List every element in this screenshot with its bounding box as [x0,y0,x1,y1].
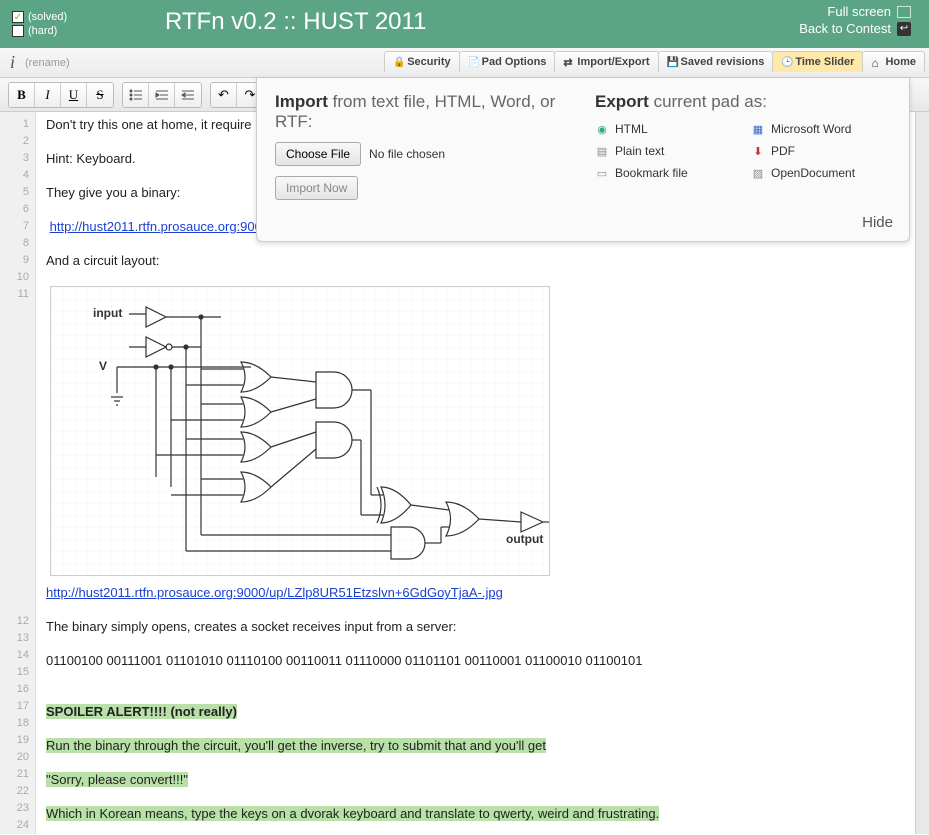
text-icon: ▤ [595,144,609,158]
text-line: "Sorry, please convert!!!" [46,772,188,787]
tab-import-export[interactable]: Import/Export [554,51,658,72]
app-title: RTFn v0.2 :: HUST 2011 [165,8,426,36]
scrollbar[interactable] [915,112,929,834]
indent-icon [155,89,169,101]
tab-pad-options[interactable]: Pad Options [459,51,556,72]
choose-file-button[interactable]: Choose File [275,142,361,166]
tab-saved-revisions[interactable]: Saved revisions [658,51,774,72]
header-right: Full screen Back to Contest ↩ [799,4,911,38]
import-panel: Import from text file, HTML, Word, or RT… [275,92,571,200]
tab-time-slider[interactable]: Time Slider [772,51,863,72]
pad-letter: i [0,52,25,73]
rename-link[interactable]: (rename) [25,57,70,69]
import-export-icon [563,56,574,68]
svg-text:V: V [99,359,107,373]
topbar: i (rename) Security Pad Options Import/E… [0,48,929,78]
text-line: Which in Korean means, type the keys on … [46,806,659,821]
bold-button[interactable]: B [9,83,35,107]
clock-icon [781,56,792,68]
import-now-button[interactable]: Import Now [275,176,358,200]
fullscreen-icon [897,6,911,18]
image-link[interactable]: http://hust2011.rtfn.prosauce.org:9000/u… [46,585,503,600]
solved-label: (solved) [28,11,67,23]
solved-checkbox[interactable]: ✓ [12,11,24,23]
indent-button[interactable] [149,83,175,107]
line-gutter: 1234567891011 12131415161718192021222324 [0,112,36,834]
svg-text:output: output [506,532,543,546]
home-icon [871,56,882,68]
tabs: Security Pad Options Import/Export Saved… [385,51,925,72]
text-line: 01100100 00111001 01101010 01110100 0011… [46,652,905,669]
undo-button[interactable]: ↶ [211,83,237,107]
page-icon [468,56,479,68]
import-export-popup: Import from text file, HTML, Word, or RT… [256,78,910,242]
pdf-icon: ⬇ [751,144,765,158]
export-html[interactable]: ◉HTML [595,122,735,136]
svg-text:input: input [93,306,122,320]
export-plain[interactable]: ▤Plain text [595,144,735,158]
back-icon: ↩ [897,22,911,36]
tab-security[interactable]: Security [384,51,459,72]
header-status: ✓ (solved) (hard) [0,11,67,37]
hard-checkbox[interactable] [12,25,24,37]
export-odt[interactable]: ▨OpenDocument [751,166,891,180]
bookmark-icon: ▭ [595,166,609,180]
lock-icon [393,56,404,68]
word-icon: ▦ [751,122,765,136]
list-button[interactable] [123,83,149,107]
fullscreen-link[interactable]: Full screen [799,4,911,19]
text-line: And a circuit layout: [46,252,905,269]
text-line: The binary simply opens, creates a socke… [46,618,905,635]
odt-icon: ▨ [751,166,765,180]
underline-button[interactable]: U [61,83,87,107]
back-link[interactable]: Back to Contest ↩ [799,21,911,36]
strike-button[interactable]: S [87,83,113,107]
text-line: Run the binary through the circuit, you'… [46,738,546,753]
outdent-icon [181,89,195,101]
list-icon [129,89,143,101]
export-panel: Export current pad as: ◉HTML ▦Microsoft … [595,92,891,200]
no-file-label: No file chosen [369,147,445,161]
app-header: ✓ (solved) (hard) RTFn v0.2 :: HUST 2011… [0,0,929,48]
spoiler-heading: SPOILER ALERT!!!! (not really) [46,704,237,719]
hide-button[interactable]: Hide [257,208,909,241]
export-pdf[interactable]: ⬇PDF [751,144,891,158]
hard-label: (hard) [28,25,57,37]
italic-button[interactable]: I [35,83,61,107]
tab-home[interactable]: Home [862,51,925,72]
export-word[interactable]: ▦Microsoft Word [751,122,891,136]
html-icon: ◉ [595,122,609,136]
export-bookmark[interactable]: ▭Bookmark file [595,166,735,180]
outdent-button[interactable] [175,83,201,107]
circuit-diagram: input V output [50,286,550,576]
save-icon [667,56,678,68]
